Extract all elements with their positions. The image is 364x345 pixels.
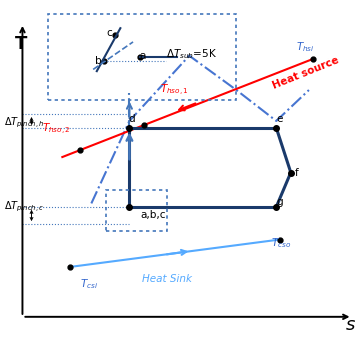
- Text: Heat Sink: Heat Sink: [142, 274, 193, 284]
- Text: a: a: [139, 51, 145, 61]
- Text: c: c: [107, 28, 112, 38]
- Text: e: e: [277, 114, 283, 124]
- Text: b: b: [95, 56, 102, 66]
- Bar: [106, 190, 167, 231]
- Text: $T_{hso,1}$: $T_{hso,1}$: [160, 82, 189, 98]
- Text: f: f: [294, 168, 298, 177]
- Text: Heat source: Heat source: [270, 55, 340, 91]
- Bar: [48, 14, 236, 100]
- Text: s: s: [346, 316, 355, 334]
- Text: $\Delta T_{pinch,c}$: $\Delta T_{pinch,c}$: [4, 200, 45, 214]
- Text: $\Delta T_{sub}$=5K: $\Delta T_{sub}$=5K: [166, 47, 217, 61]
- Text: a,b,c: a,b,c: [140, 210, 166, 220]
- Text: $T_{hso,2}$: $T_{hso,2}$: [42, 122, 71, 137]
- Text: $T_{hsi}$: $T_{hsi}$: [296, 40, 315, 54]
- Text: d: d: [128, 114, 135, 124]
- Text: $T_{cso}$: $T_{cso}$: [271, 236, 291, 250]
- Text: $T_{csi}$: $T_{csi}$: [80, 277, 99, 291]
- Text: T: T: [15, 34, 27, 53]
- Text: g: g: [277, 197, 283, 207]
- Text: $\Delta T_{pinch,h}$: $\Delta T_{pinch,h}$: [4, 116, 45, 130]
